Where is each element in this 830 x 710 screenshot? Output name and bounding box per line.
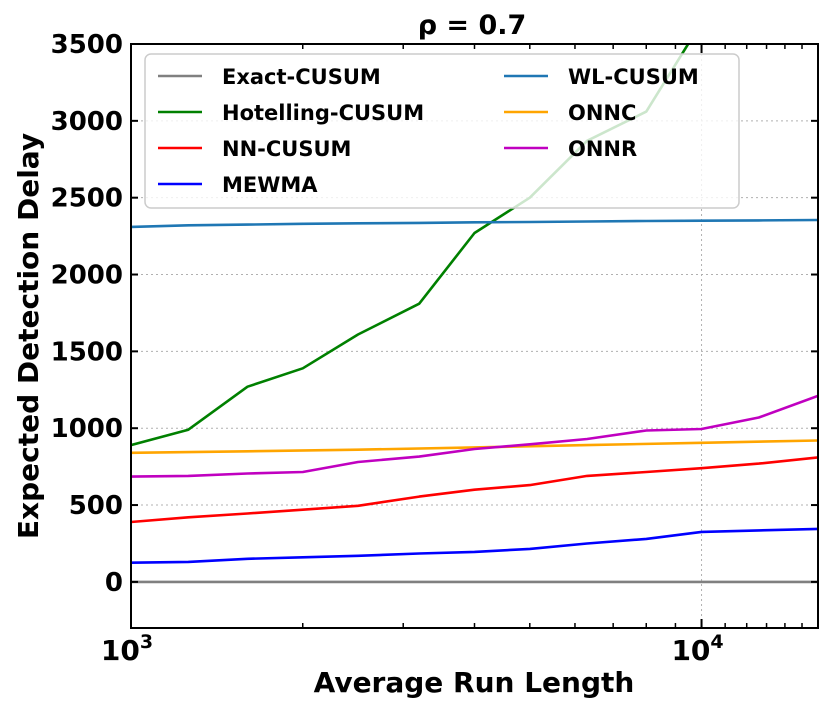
axis-ticks: 0 500 1000 1500 2000 2500 3000 3500 103 104 [51, 30, 818, 667]
x-tick-label: 104 [671, 631, 723, 667]
legend-label-onnc: ONNC [568, 101, 636, 125]
y-tick-label: 1000 [51, 414, 123, 444]
chart-title: ρ = 0.7 [418, 10, 527, 41]
x-tick-label: 103 [101, 631, 153, 667]
y-tick-label: 2500 [51, 184, 123, 214]
legend-label-exact-cusum: Exact-CUSUM [222, 65, 381, 89]
legend-label-wl-cusum: WL-CUSUM [568, 65, 699, 89]
y-tick-label: 500 [69, 491, 123, 521]
legend: Exact-CUSUM Hotelling-CUSUM NN-CUSUM MEWMA W… [144, 53, 740, 209]
legend-label-hotelling-cusum: Hotelling-CUSUM [222, 101, 424, 125]
series-line-nn-cusum [131, 456, 818, 524]
y-tick-label: 3000 [51, 107, 123, 137]
y-tick-label: 0 [105, 568, 123, 598]
y-tick-label: 1500 [51, 337, 123, 367]
y-tick-label: 3500 [51, 30, 123, 60]
series-line-onnc [131, 439, 818, 455]
legend-label-mewma: MEWMA [222, 173, 318, 197]
y-tick-label: 2000 [51, 261, 123, 291]
series-line-mewma [131, 527, 818, 564]
y-axis-label: Expected Detection Delay [12, 133, 45, 539]
legend-label-nn-cusum: NN-CUSUM [222, 137, 351, 161]
legend-box [144, 53, 740, 209]
x-axis-label: Average Run Length [314, 666, 635, 699]
series-line-onnr [131, 394, 818, 478]
series-line-wl-cusum [131, 218, 818, 229]
legend-label-onnr: ONNR [568, 137, 637, 161]
